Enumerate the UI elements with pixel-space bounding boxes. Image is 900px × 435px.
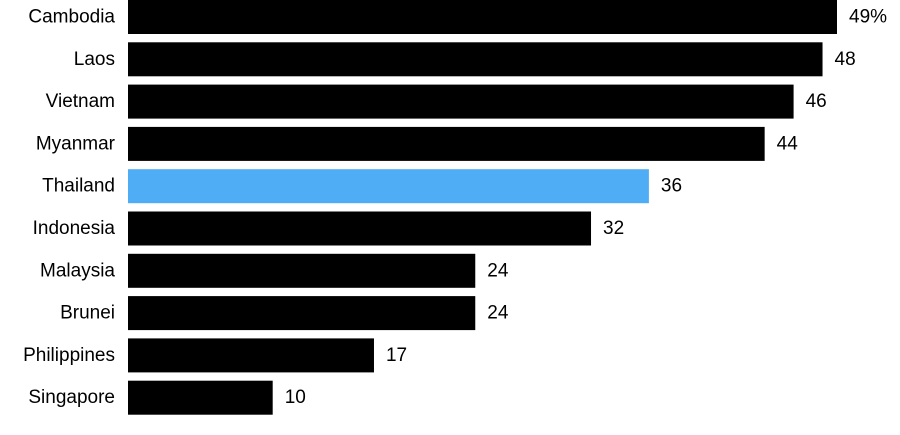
value-label-vietnam: 46 (806, 91, 827, 112)
category-label-malaysia: Malaysia (40, 260, 115, 281)
category-label-laos: Laos (74, 49, 115, 70)
bar-myanmar (128, 126, 765, 161)
value-label-cambodia: 49% (849, 7, 887, 28)
category-label-philippines: Philippines (23, 345, 115, 366)
bar-vietnam (128, 84, 794, 119)
category-label-singapore: Singapore (28, 387, 115, 408)
value-label-malaysia: 24 (487, 260, 509, 281)
bar-malaysia (128, 253, 476, 288)
bar-cambodia (128, 0, 837, 34)
value-label-singapore: 10 (285, 387, 306, 408)
bar-laos (128, 42, 823, 77)
bar-philippines (128, 338, 374, 373)
value-label-indonesia: 32 (603, 218, 624, 239)
bars-group: Cambodia 49% Laos 48 Vietnam 46 Myanmar 44 Thail… (23, 0, 887, 415)
value-label-thailand: 36 (661, 176, 682, 197)
category-label-vietnam: Vietnam (46, 91, 115, 112)
bar-indonesia (128, 211, 592, 246)
value-label-laos: 48 (835, 49, 856, 70)
value-label-myanmar: 44 (777, 133, 799, 154)
category-label-indonesia: Indonesia (33, 218, 116, 239)
category-label-brunei: Brunei (60, 303, 115, 324)
bar-thailand (128, 169, 649, 204)
category-label-myanmar: Myanmar (36, 133, 116, 154)
value-label-philippines: 17 (386, 345, 407, 366)
value-label-brunei: 24 (487, 303, 509, 324)
category-label-cambodia: Cambodia (28, 7, 115, 28)
bar-singapore (128, 380, 273, 415)
category-label-thailand: Thailand (42, 176, 115, 197)
bar-brunei (128, 296, 476, 331)
